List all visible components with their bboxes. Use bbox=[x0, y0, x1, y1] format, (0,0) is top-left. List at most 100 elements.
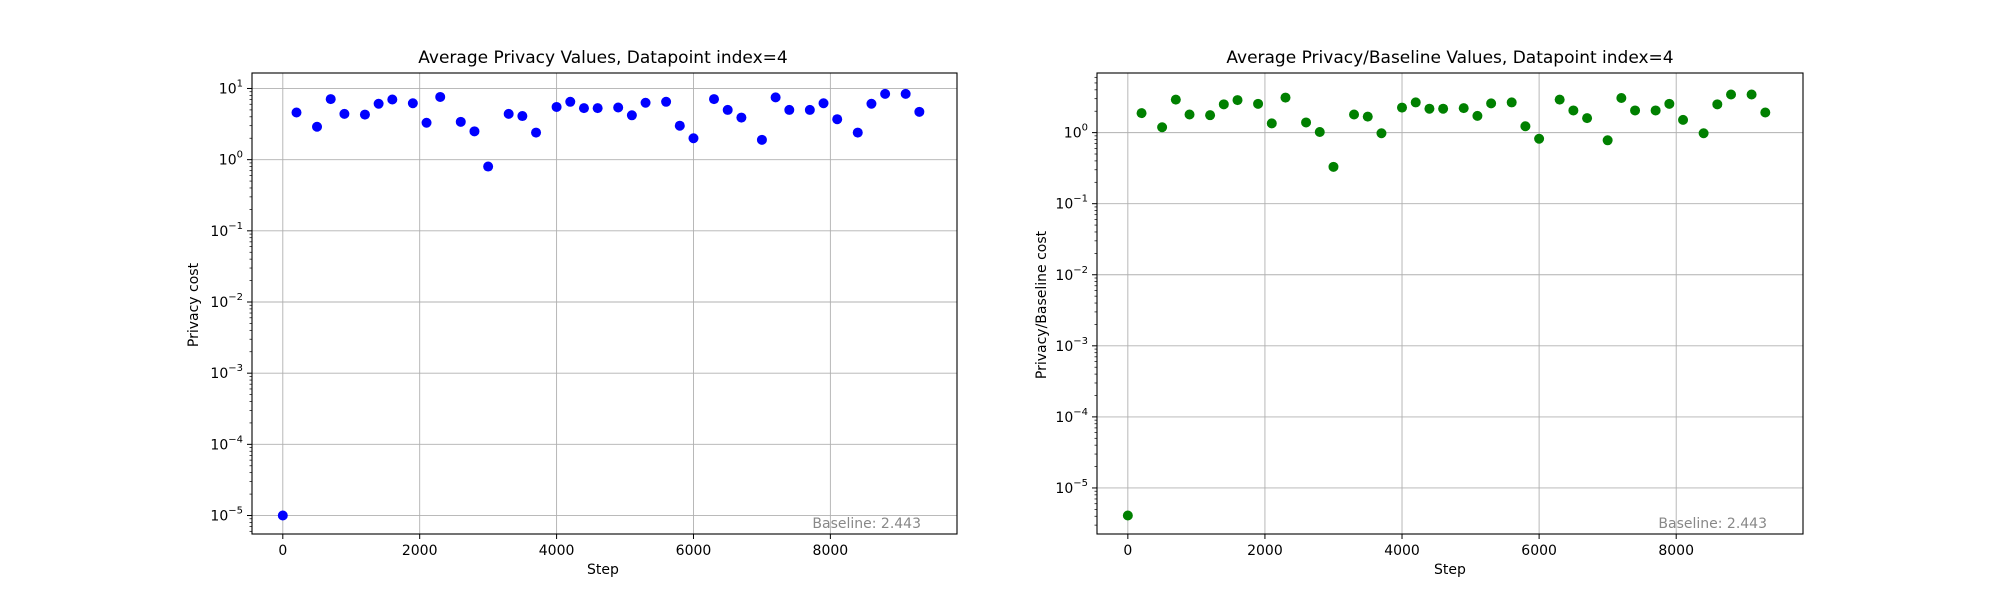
left-chart-data-point bbox=[421, 117, 432, 128]
left-chart-data-point bbox=[784, 104, 795, 115]
right-chart-data-point bbox=[1157, 122, 1168, 133]
right-chart-data-point bbox=[1362, 111, 1373, 122]
right-chart-data-point bbox=[1712, 99, 1723, 110]
right-chart-data-point bbox=[1650, 105, 1661, 116]
right-chart-xtick-label: 2000 bbox=[1247, 543, 1283, 559]
right-chart-data-point bbox=[1554, 94, 1565, 105]
left-chart-xlabel: Step bbox=[587, 562, 619, 578]
right-chart-xtick-label: 6000 bbox=[1521, 543, 1557, 559]
right-chart-data-point bbox=[1698, 128, 1709, 139]
right-chart-ylabel: Privacy/Baseline cost bbox=[1034, 230, 1050, 379]
left-chart-data-point bbox=[483, 161, 494, 172]
left-chart-data-point bbox=[339, 108, 350, 119]
left-chart-data-point bbox=[818, 98, 829, 109]
left-chart-data-point bbox=[592, 103, 603, 114]
left-chart-xtick-label: 6000 bbox=[676, 543, 712, 559]
right-chart-panel: Average Privacy/Baseline Values, Datapoi… bbox=[1034, 48, 1804, 578]
left-chart-data-point bbox=[517, 111, 528, 122]
right-chart-ytick-exponent: −3 bbox=[1073, 336, 1088, 347]
right-chart-data-point bbox=[1534, 133, 1545, 144]
right-chart-data-point bbox=[1760, 107, 1771, 118]
left-chart-data-point bbox=[551, 101, 562, 112]
right-chart-data-point bbox=[1520, 121, 1531, 132]
left-chart-data-point bbox=[804, 104, 815, 115]
left-chart-data-point bbox=[291, 107, 302, 118]
left-chart-axes-frame bbox=[251, 72, 958, 535]
right-chart-data-point bbox=[1280, 92, 1291, 103]
left-chart-data-point bbox=[640, 97, 651, 108]
right-chart-data-point bbox=[1314, 127, 1325, 138]
right-chart-data-point bbox=[1602, 135, 1613, 146]
left-chart-xtick-label: 0 bbox=[278, 543, 287, 559]
right-chart-data-point bbox=[1184, 109, 1195, 120]
right-chart-data-point bbox=[1506, 97, 1517, 108]
left-chart-data-point bbox=[613, 102, 624, 113]
right-chart-xtick-label: 8000 bbox=[1658, 543, 1694, 559]
right-chart-data-point bbox=[1410, 97, 1421, 108]
left-chart-data-point bbox=[736, 112, 747, 123]
right-chart-data-point bbox=[1328, 161, 1339, 172]
right-chart-ytick-exponent: −4 bbox=[1073, 407, 1088, 418]
left-chart-data-point bbox=[866, 98, 877, 109]
left-chart-data-point bbox=[565, 96, 576, 107]
right-chart-data-point bbox=[1486, 98, 1497, 109]
right-chart-ytick-exponent: −5 bbox=[1073, 478, 1088, 489]
right-chart-data-point bbox=[1438, 103, 1449, 114]
left-chart-data-point bbox=[435, 91, 446, 102]
left-chart-data-point bbox=[756, 134, 767, 145]
right-chart-grid bbox=[1097, 73, 1803, 534]
left-chart-data-point bbox=[469, 126, 480, 137]
left-chart-data-point bbox=[900, 88, 911, 99]
left-chart-ytick-exponent: −4 bbox=[228, 434, 243, 445]
left-chart-ytick-exponent: 0 bbox=[237, 150, 243, 161]
left-chart-ytick-exponent: −3 bbox=[228, 363, 243, 374]
right-chart-data-point bbox=[1253, 98, 1264, 109]
right-chart-data-point bbox=[1266, 118, 1277, 129]
right-chart-data-point bbox=[1232, 95, 1243, 106]
left-chart-data-point bbox=[387, 94, 398, 105]
right-chart-axes-frame bbox=[1096, 72, 1804, 535]
left-chart-ytick-exponent: −5 bbox=[228, 506, 243, 517]
left-chart-data-point bbox=[688, 133, 699, 144]
left-chart-data-point bbox=[407, 98, 418, 109]
left-chart-xtick-label: 2000 bbox=[402, 543, 438, 559]
right-chart-data-point bbox=[1349, 109, 1360, 120]
right-chart-data-point bbox=[1664, 98, 1675, 109]
left-chart-grid bbox=[252, 73, 957, 534]
right-chart-data-point bbox=[1568, 105, 1579, 116]
left-chart-data-point bbox=[852, 127, 863, 138]
left-chart-ytick-exponent: −1 bbox=[228, 221, 243, 232]
right-chart-data-point bbox=[1170, 94, 1181, 105]
right-chart-data-point bbox=[1122, 510, 1133, 521]
left-chart-ytick-exponent: −2 bbox=[228, 292, 243, 303]
left-chart-data-point bbox=[709, 94, 720, 105]
left-chart-data-point bbox=[312, 121, 323, 132]
left-chart-data-point bbox=[832, 114, 843, 125]
left-chart-data-point bbox=[503, 108, 514, 119]
right-chart-data-point bbox=[1726, 89, 1737, 100]
right-chart-data-point bbox=[1616, 92, 1627, 103]
right-chart-data-point bbox=[1630, 105, 1641, 116]
right-chart-ytick-exponent: −1 bbox=[1073, 194, 1088, 205]
left-chart-data-point bbox=[325, 94, 336, 105]
right-chart-baseline-annotation: Baseline: 2.443 bbox=[1658, 516, 1767, 532]
right-chart-xlabel: Step bbox=[1434, 562, 1466, 578]
left-chart-data-point bbox=[277, 510, 288, 521]
right-chart-data-point bbox=[1458, 103, 1469, 114]
right-chart-title: Average Privacy/Baseline Values, Datapoi… bbox=[1226, 48, 1673, 68]
right-chart-data-point bbox=[1218, 99, 1229, 110]
left-chart-data-point bbox=[661, 96, 672, 107]
right-chart-data-point bbox=[1424, 103, 1435, 114]
right-chart-data-point bbox=[1397, 102, 1408, 113]
left-chart-data-point bbox=[722, 104, 733, 115]
right-chart-data-point bbox=[1136, 108, 1147, 119]
left-chart-panel: Average Privacy Values, Datapoint index=… bbox=[186, 48, 958, 578]
right-chart-data-point bbox=[1376, 128, 1387, 139]
right-chart-ytick-exponent: −2 bbox=[1073, 265, 1088, 276]
right-chart-data-point bbox=[1301, 117, 1312, 128]
left-chart-data-point bbox=[359, 109, 370, 120]
left-chart-ylabel: Privacy cost bbox=[186, 262, 202, 347]
right-chart-ytick-exponent: 0 bbox=[1082, 123, 1088, 134]
